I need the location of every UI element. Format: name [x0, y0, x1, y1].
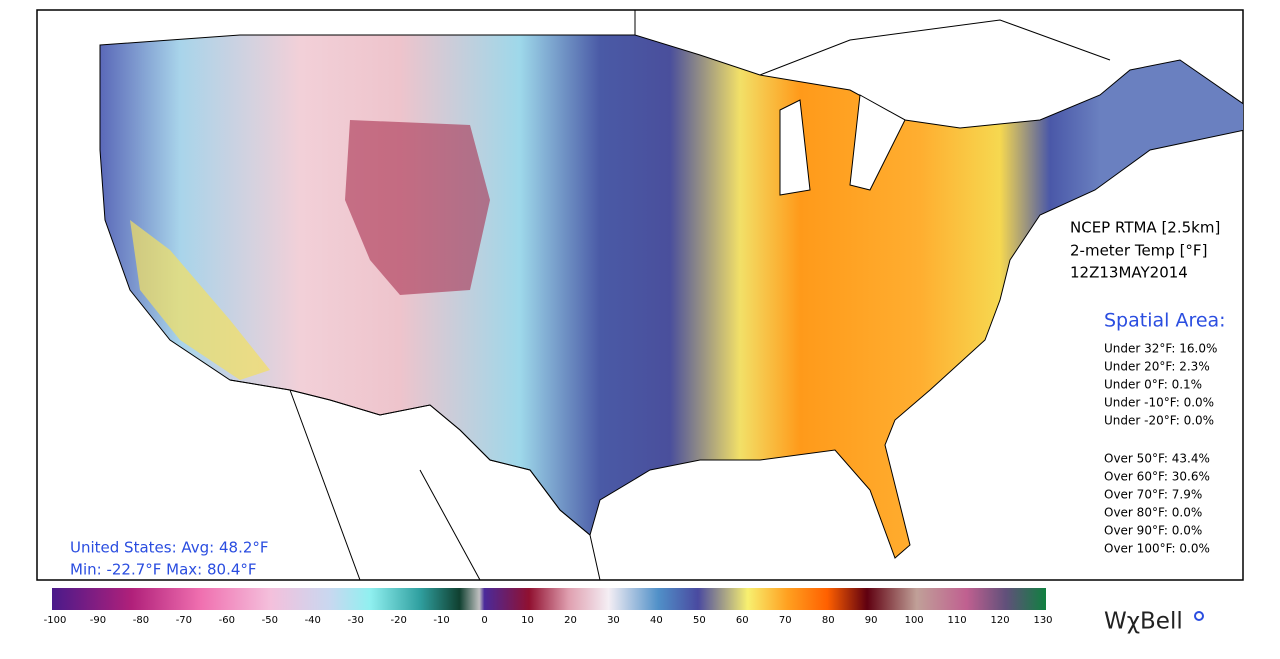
colorbar-tick-label: 60 [736, 615, 749, 626]
colorbar-tick-label: -100 [44, 615, 67, 626]
spatial-under-line: Under 0°F: 0.1% [1104, 378, 1202, 392]
info-time: 12Z13MAY2014 [1070, 264, 1188, 282]
colorbar-tick-label: -10 [433, 615, 449, 626]
spatial-over-line: Over 100°F: 0.0% [1104, 542, 1210, 556]
spatial-under-line: Under -10°F: 0.0% [1104, 396, 1214, 410]
spatial-under-line: Under 32°F: 16.0% [1104, 342, 1217, 356]
colorbar-tick-label: 10 [521, 615, 534, 626]
brand-dot [1194, 611, 1204, 621]
spatial-over-line: Over 50°F: 43.4% [1104, 452, 1210, 466]
colorbar-tick-label: 20 [564, 615, 577, 626]
colorbar-tick-label: 90 [865, 615, 878, 626]
map-layer [99, 10, 1243, 580]
colorbar-tick-label: -60 [219, 615, 235, 626]
brand-logo: WχBell [1104, 609, 1183, 635]
colorbar [52, 588, 1046, 610]
colorbar-tick-label: 70 [779, 615, 792, 626]
spatial-over-line: Over 80°F: 0.0% [1104, 506, 1202, 520]
spatial-over-line: Over 70°F: 7.9% [1104, 488, 1202, 502]
colorbar-tick-label: -30 [348, 615, 364, 626]
colorbar-tick-label: 50 [693, 615, 706, 626]
summary-avg: United States: Avg: 48.2°F [70, 539, 269, 557]
colorbar-tick-label: -50 [262, 615, 278, 626]
spatial-area-list: Under 32°F: 16.0% Under 20°F: 2.3% Under 0… [1104, 342, 1217, 556]
great-lakes [779, 94, 906, 196]
colorbar-ticks: -100 -90 -80 -70 -60 -50 -40 -30 -20 -10 0 10 20 30 40… [44, 615, 1053, 626]
spatial-area-title: Spatial Area: [1104, 310, 1226, 332]
colorbar-tick-label: -40 [305, 615, 321, 626]
spatial-over-line: Over 60°F: 30.6% [1104, 470, 1210, 484]
colorbar-tick-label: 80 [822, 615, 835, 626]
colorbar-tick-label: 130 [1033, 615, 1052, 626]
colorbar-tick-label: 120 [990, 615, 1009, 626]
colorbar-tick-label: 110 [948, 615, 967, 626]
colorbar-tick-label: -20 [390, 615, 406, 626]
info-variable: 2-meter Temp [°F] [1070, 242, 1207, 260]
colorbar-tick-label: -70 [176, 615, 192, 626]
rockies-cold-area [345, 120, 490, 295]
mexico-outline [229, 379, 601, 580]
colorbar-tick-label: 100 [905, 615, 924, 626]
colorbar-tick-label: 0 [481, 615, 487, 626]
california-warm-area [130, 220, 270, 380]
summary-min-max: Min: -22.7°F Max: 80.4°F [70, 561, 257, 579]
colorbar-tick-label: 40 [650, 615, 663, 626]
spatial-under-line: Under 20°F: 2.3% [1104, 360, 1210, 374]
spatial-under-line: Under -20°F: 0.0% [1104, 414, 1214, 428]
spatial-over-line: Over 90°F: 0.0% [1104, 524, 1202, 538]
info-source: NCEP RTMA [2.5km] [1070, 219, 1220, 237]
colorbar-tick-label: -90 [90, 615, 106, 626]
colorbar-tick-label: -80 [133, 615, 149, 626]
colorbar-tick-label: 30 [607, 615, 620, 626]
